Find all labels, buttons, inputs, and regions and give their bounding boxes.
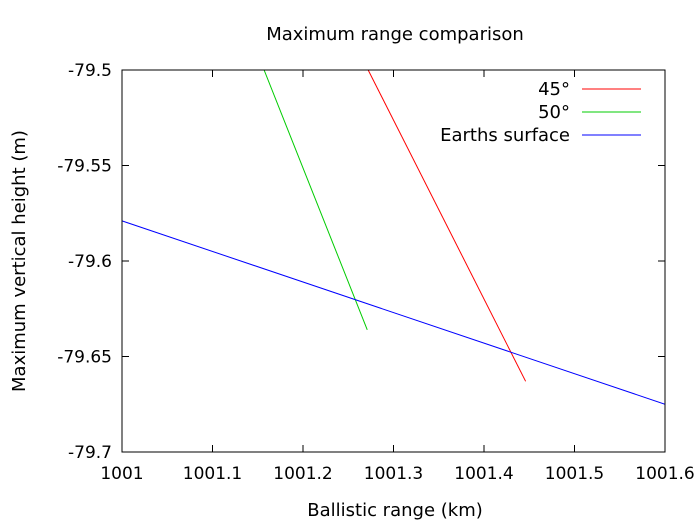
x-tick-label: 1001.6 (635, 464, 694, 484)
series-group (122, 70, 665, 405)
ticks-group: 1001 1001.1 1001.2 1001.3 1001.4 1001.5 1001.6… (57, 61, 695, 484)
chart-title: Maximum range comparison (266, 24, 524, 45)
x-tick-label: 1001 (100, 464, 143, 484)
x-tick-label: 1001.1 (183, 464, 242, 484)
x-tick-label: 1001.3 (364, 464, 423, 484)
x-tick-label: 1001.5 (545, 464, 604, 484)
y-tick-label: -79.55 (57, 157, 112, 177)
x-tick-label: 1001.4 (454, 464, 513, 484)
series-line-1 (263, 70, 368, 330)
series-line-2 (122, 220, 665, 405)
x-tick-label: 1001.2 (273, 464, 332, 484)
legend-label: Earths surface (440, 125, 570, 146)
plot-area (122, 70, 665, 405)
y-axis-label: Maximum vertical height (m) (9, 130, 30, 392)
legend-label: 50° (538, 102, 570, 123)
y-tick-label: -79.6 (68, 252, 112, 272)
y-tick-label: -79.5 (68, 61, 112, 81)
plot-border (121, 69, 666, 453)
x-axis-label: Ballistic range (km) (307, 500, 483, 521)
y-tick-label: -79.7 (68, 443, 112, 463)
y-tick-label: -79.65 (57, 348, 112, 368)
legend: 45°50°Earths surface (440, 79, 641, 146)
legend-label: 45° (538, 79, 570, 100)
series-line-0 (367, 70, 527, 382)
